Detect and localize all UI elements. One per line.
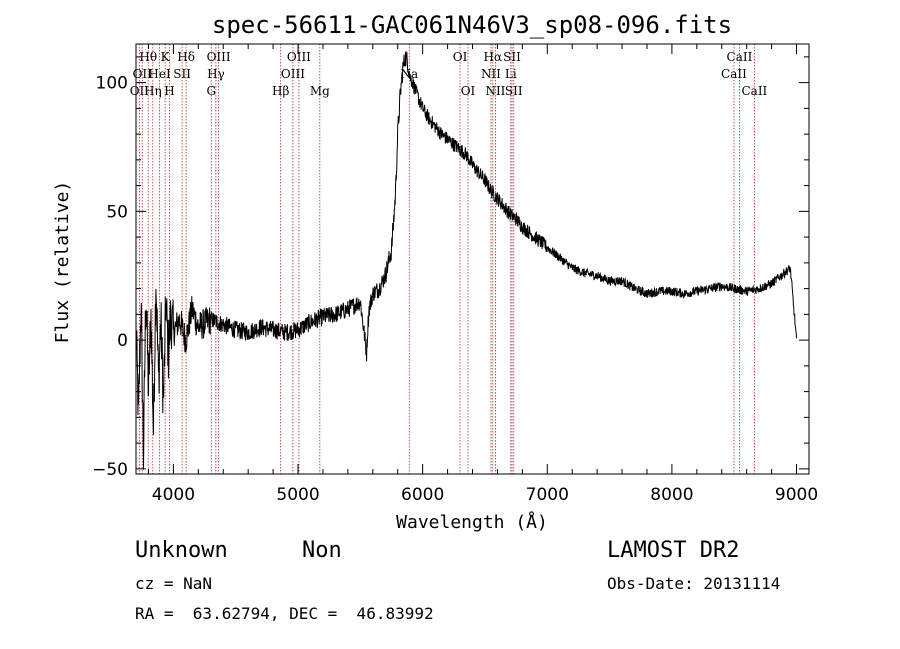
observation-date: Obs-Date: 20131114	[607, 574, 781, 593]
spectral-line-label: SII	[503, 50, 521, 64]
spectral-line-label: Hδ	[177, 50, 195, 64]
y-tick-label: 50	[106, 202, 128, 222]
y-axis-label: Flux (relative)	[52, 181, 73, 344]
spectral-line-label: SII	[173, 67, 191, 81]
spectral-line-markers	[138, 44, 755, 474]
spectral-line-label: SII	[505, 84, 523, 98]
chart-title: spec-56611-GAC061N46V3_sp08-096.fits	[212, 11, 732, 39]
series-layer	[135, 51, 797, 470]
object-class: Unknown	[135, 538, 228, 563]
object-subclass: Non	[302, 538, 342, 563]
spectral-line-label: Mg	[310, 84, 330, 98]
x-tick-label: 6000	[401, 485, 444, 505]
spectral-line-label: OI	[461, 84, 476, 98]
y-tick-label: −50	[92, 460, 128, 480]
spectral-line-label: OII	[133, 67, 153, 81]
spectral-line-label: CaII	[721, 67, 747, 81]
x-tick-label: 4000	[152, 485, 195, 505]
spectral-line-label: OI	[453, 50, 468, 64]
redshift-cz: cz = NaN	[135, 574, 213, 593]
x-tick-label: 8000	[650, 485, 693, 505]
spectral-line-label: Hα	[484, 50, 503, 64]
spectral-line-label: Hβ	[272, 84, 289, 98]
survey-name: LAMOST DR2	[607, 538, 740, 563]
spectral-line-label: HeI	[148, 67, 171, 81]
plot-frame	[135, 43, 810, 475]
ra-dec-coordinates: RA = 63.62794, DEC = 46.83992	[135, 604, 434, 623]
spectral-line-label: G	[206, 84, 216, 98]
spectral-line-label: K	[161, 50, 171, 64]
spectral-line-label: Hθ	[139, 50, 157, 64]
spectral-line-label: NII	[485, 84, 505, 98]
spectral-line-label: CaII	[741, 84, 767, 98]
x-axis-label: Wavelength (Å)	[396, 511, 548, 533]
x-tick-label: 7000	[526, 485, 569, 505]
spectral-line-labels: OII OII Hθ Hη HeI K H SII Hδ G Hγ OIII Hβ OIII OIII Mg N…	[130, 50, 768, 98]
spectral-line-label: OIII	[207, 50, 231, 64]
x-tick-label: 5000	[276, 485, 319, 505]
spectral-line-label: NII	[481, 67, 501, 81]
y-axis-ticks: −50 0 50 100	[92, 56, 809, 480]
spectral-line-label: OIII	[281, 67, 305, 81]
spectral-line-label: OII	[130, 84, 150, 98]
spectral-line-label: CaII	[727, 50, 753, 64]
spectral-line-label: Li	[505, 67, 517, 81]
spectral-line-label: Hη	[144, 84, 162, 98]
x-tick-label: 9000	[775, 485, 818, 505]
y-tick-label: 100	[96, 74, 128, 94]
y-tick-label: 0	[117, 331, 128, 351]
spectral-line-label: Hγ	[207, 67, 225, 81]
spectral-line-label: H	[164, 84, 174, 98]
spectral-line-label: OIII	[287, 50, 311, 64]
spectrum-line	[135, 51, 797, 470]
x-axis-ticks: 4000 5000 6000 7000 8000 9000	[147, 44, 818, 505]
